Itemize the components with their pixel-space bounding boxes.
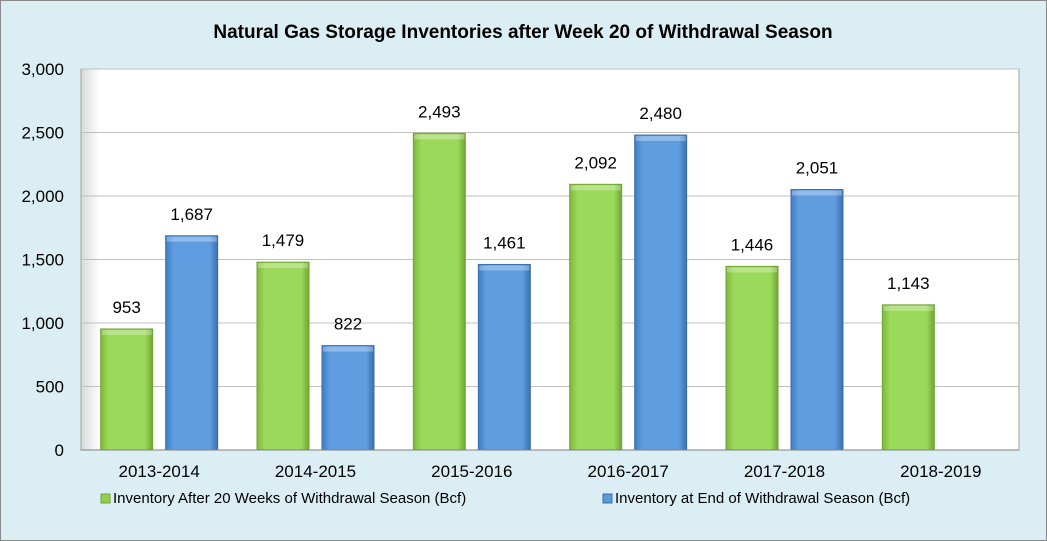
bar-bevel (258, 263, 308, 269)
data-label: 1,479 (262, 231, 305, 250)
bar-after-20-weeks (100, 328, 154, 451)
bar-end-of-season (165, 235, 219, 451)
data-label: 1,143 (887, 274, 930, 293)
y-tick-label: 2,000 (21, 187, 64, 206)
x-tick-label: 2018-2019 (900, 462, 981, 481)
bar-after-20-weeks (881, 304, 935, 451)
chart-title: Natural Gas Storage Inventories after We… (213, 22, 832, 43)
bar-bevel (323, 346, 373, 352)
bar-after-20-weeks (412, 132, 466, 451)
y-tick-label: 0 (55, 441, 64, 460)
bar-end-of-season (321, 345, 375, 451)
bar-bevel (883, 305, 934, 311)
bar-bevel (414, 134, 465, 140)
bar-bevel (635, 136, 686, 142)
bar-end-of-season (477, 263, 531, 451)
x-tick-label: 2017-2018 (744, 462, 825, 481)
x-tick-label: 2014-2015 (275, 462, 356, 481)
bar-after-20-weeks (725, 265, 779, 451)
bar-bevel (479, 265, 530, 271)
legend-swatch (100, 493, 111, 504)
data-label: 2,051 (796, 159, 839, 178)
data-label: 1,461 (483, 233, 526, 252)
bar-after-20-weeks (569, 183, 623, 451)
x-tick-label: 2016-2017 (588, 462, 669, 481)
y-tick-label: 500 (36, 378, 64, 397)
data-label: 822 (334, 315, 362, 334)
y-tick-label: 1,000 (21, 314, 64, 333)
bar-bevel (727, 267, 777, 273)
bar-bevel (570, 185, 621, 191)
data-label: 953 (112, 298, 140, 317)
data-label: 2,092 (574, 153, 617, 172)
data-label: 1,687 (170, 205, 213, 224)
x-tick-label: 2013-2014 (119, 462, 200, 481)
y-tick-label: 2,500 (21, 124, 64, 143)
y-tick-label: 1,500 (21, 251, 64, 270)
bar-end-of-season (790, 189, 844, 451)
bar-bevel (792, 190, 842, 196)
bar-after-20-weeks (256, 261, 310, 451)
bar-end-of-season (634, 134, 688, 451)
bar-bevel (166, 236, 217, 242)
x-tick-label: 2015-2016 (431, 462, 512, 481)
bar-bevel (101, 329, 152, 335)
data-label: 1,446 (731, 235, 774, 254)
data-label: 2,493 (418, 102, 461, 121)
y-tick-label: 3,000 (21, 60, 64, 79)
legend-label: Inventory After 20 Weeks of Withdrawal S… (113, 490, 466, 507)
data-label: 2,480 (639, 104, 682, 123)
legend-swatch (602, 493, 613, 504)
legend-label: Inventory at End of Withdrawal Season (B… (615, 490, 910, 507)
